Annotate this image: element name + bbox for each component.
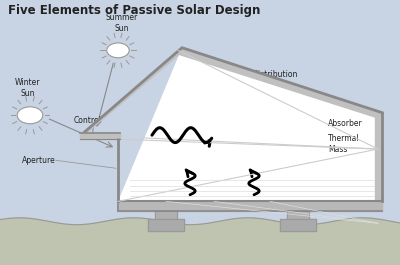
Text: Winter
Sun: Winter Sun (15, 78, 41, 98)
Polygon shape (80, 132, 120, 139)
Polygon shape (280, 219, 316, 231)
Circle shape (17, 107, 43, 124)
Text: Control: Control (74, 116, 102, 125)
Polygon shape (148, 219, 184, 231)
Polygon shape (287, 211, 309, 219)
Text: Aperture: Aperture (22, 156, 56, 165)
Polygon shape (375, 113, 382, 201)
Polygon shape (118, 201, 382, 211)
Polygon shape (155, 211, 177, 219)
Text: Absorber: Absorber (328, 119, 363, 128)
Polygon shape (118, 48, 382, 201)
Text: Thermal
Mass: Thermal Mass (328, 134, 360, 154)
Polygon shape (179, 48, 382, 119)
Text: Distribution: Distribution (252, 70, 297, 79)
Polygon shape (83, 48, 182, 136)
Circle shape (107, 43, 129, 58)
Text: Five Elements of Passive Solar Design: Five Elements of Passive Solar Design (8, 4, 260, 17)
Text: Summer
Sun: Summer Sun (106, 13, 138, 33)
